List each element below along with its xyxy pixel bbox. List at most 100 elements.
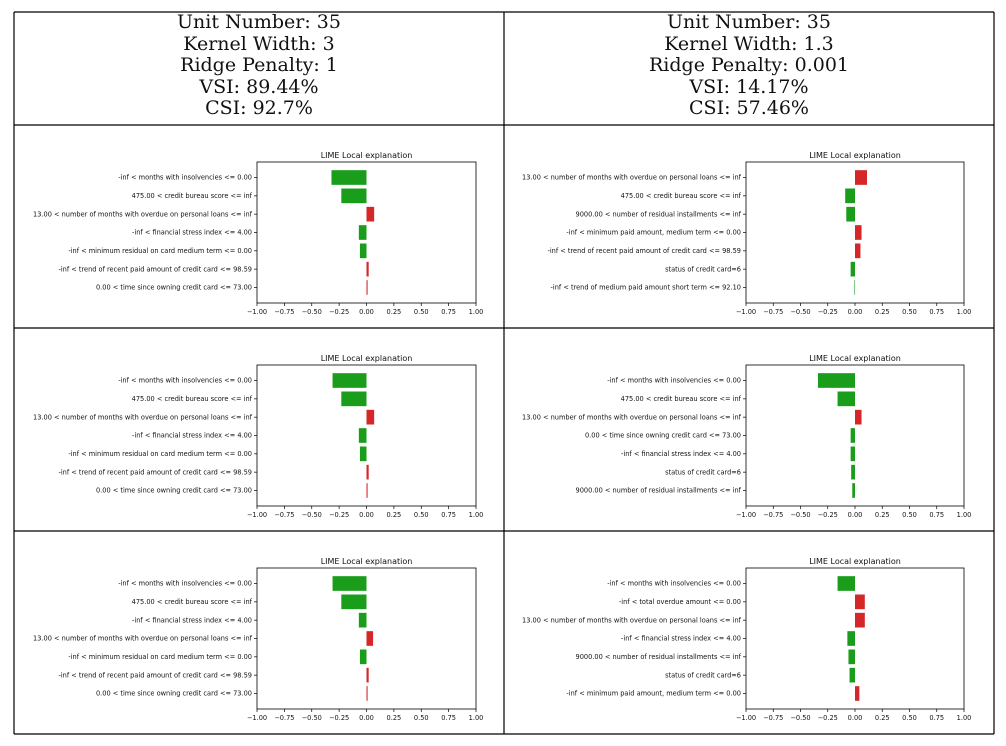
bar [854,280,856,295]
y-tick-label: 475.00 < credit bureau score <= inf [132,598,253,606]
bar [855,594,865,610]
bar [358,225,367,240]
x-tick-label: 0.50 [902,714,917,722]
x-tick-label: −0.25 [329,308,349,316]
bar [359,649,367,665]
x-tick-label: 0.25 [875,308,890,316]
bar [331,170,367,185]
y-tick-label: -inf < months with insolvencies <= 0.00 [607,580,741,588]
csi-label: CSI: 92.7% [205,97,313,119]
y-tick-label: 0.00 < time since owning credit card <= … [96,690,252,698]
x-tick-label: 0.50 [414,511,429,519]
bar [366,667,369,683]
y-tick-label: 475.00 < credit bureau score <= inf [132,192,253,200]
x-tick-label: −0.25 [818,511,838,519]
x-tick-label: −0.25 [329,511,349,519]
bar [341,391,367,407]
x-tick-label: −1.00 [736,714,756,722]
x-tick-label: −0.25 [329,714,349,722]
y-tick-label: 13.00 < number of months with overdue on… [522,413,742,421]
x-tick-label: 0.75 [441,308,456,316]
bar [341,594,367,610]
ridge-penalty-label: Ridge Penalty: 0.001 [648,54,849,76]
x-tick-label: −1.00 [247,511,267,519]
x-tick-label: −0.50 [302,308,322,316]
x-tick-label: 1.00 [469,308,484,316]
y-tick-label: -inf < minimum residual on card medium t… [68,653,252,661]
x-tick-label: 0.25 [875,511,890,519]
y-tick-label: -inf < minimum paid amount, medium term … [566,229,741,237]
bar [850,446,855,462]
y-tick-label: -inf < trend of recent paid amount of cr… [547,247,741,255]
y-tick-label: 475.00 < credit bureau score <= inf [621,395,742,403]
bar [358,428,367,443]
header-cell-right: Unit Number: 35 Kernel Width: 1.3 Ridge … [504,11,994,120]
x-tick-label: −0.75 [763,308,783,316]
kernel-width-label: Kernel Width: 1.3 [664,32,834,55]
y-tick-label: 0.00 < time since owning credit card <= … [96,487,252,495]
y-tick-label: -inf < total overdue amount <= 0.00 [619,598,741,606]
y-tick-label: -inf < months with insolvencies <= 0.00 [118,377,252,385]
x-tick-label: −0.25 [818,714,838,722]
x-tick-label: −1.00 [736,511,756,519]
bar [852,483,855,498]
y-tick-label: -inf < minimum residual on card medium t… [68,450,252,458]
x-tick-label: −0.25 [818,308,838,316]
x-tick-label: 0.00 [359,308,374,316]
bar [847,631,855,646]
y-tick-label: -inf < minimum paid amount, medium term … [566,690,741,698]
bar [817,373,855,388]
charts-layer: LIME Local explanation −1.00 −0.75 −0.50 −0.… [33,151,971,722]
bar [855,612,865,628]
y-tick-label: 13.00 < number of months with overdue on… [33,413,253,421]
bar [855,409,862,425]
bar [366,261,369,277]
y-tick-label: 13.00 < number of months with overdue on… [522,616,742,624]
x-tick-label: 0.75 [929,714,944,722]
x-tick-label: 0.25 [387,714,402,722]
x-tick-label: −0.75 [763,511,783,519]
y-tick-label: 9000.00 < number of residual installment… [576,210,742,218]
y-tick-label: status of credit card=6 [665,671,741,679]
x-tick-label: 1.00 [469,511,484,519]
chart-title: LIME Local explanation [321,151,413,160]
y-tick-label: -inf < financial stress index <= 4.00 [621,635,741,643]
unit-number-label: Unit Number: 35 [667,11,831,33]
y-tick-label: -inf < minimum residual on card medium t… [68,247,252,255]
y-tick-label: 9000.00 < number of residual installment… [576,653,742,661]
y-tick-label: status of credit card=6 [665,265,741,273]
lime-chart-3: LIME Local explanation −1.00 −0.75 −0.50 −0.… [33,354,483,519]
y-tick-label: status of credit card=6 [665,468,741,476]
x-tick-label: 0.00 [359,714,374,722]
y-tick-label: -inf < trend of recent paid amount of cr… [58,468,252,476]
bar [341,188,367,204]
y-tick-label: -inf < months with insolvencies <= 0.00 [118,580,252,588]
x-tick-label: −0.50 [302,511,322,519]
kernel-width-label: Kernel Width: 3 [183,32,335,55]
y-tick-label: 13.00 < number of months with overdue on… [33,210,253,218]
chart-title: LIME Local explanation [809,557,901,566]
y-tick-label: 9000.00 < number of residual installment… [576,487,742,495]
x-tick-label: 0.00 [848,308,863,316]
bar [332,576,367,591]
y-tick-label: -inf < trend of medium paid amount short… [551,284,741,292]
x-tick-label: 0.00 [359,511,374,519]
x-tick-label: 1.00 [469,714,484,722]
x-tick-label: 1.00 [957,308,972,316]
x-tick-label: 0.50 [902,308,917,316]
y-tick-label: -inf < financial stress index <= 4.00 [132,432,252,440]
x-tick-label: −0.75 [763,714,783,722]
bar [837,391,855,407]
csi-label: CSI: 57.46% [689,97,809,119]
lime-chart-4: LIME Local explanation −1.00 −0.75 −0.50 −0.… [522,354,971,519]
y-tick-label: 0.00 < time since owning credit card <= … [96,284,252,292]
lime-chart-1: LIME Local explanation −1.00 −0.75 −0.50 −0.… [33,151,483,316]
bar [359,243,367,259]
y-tick-label: 13.00 < number of months with overdue on… [33,635,253,643]
bar [366,409,375,425]
bar [850,261,855,277]
chart-title: LIME Local explanation [809,354,901,363]
x-tick-label: −1.00 [247,308,267,316]
x-tick-label: −0.75 [274,511,294,519]
x-tick-label: −0.75 [274,714,294,722]
